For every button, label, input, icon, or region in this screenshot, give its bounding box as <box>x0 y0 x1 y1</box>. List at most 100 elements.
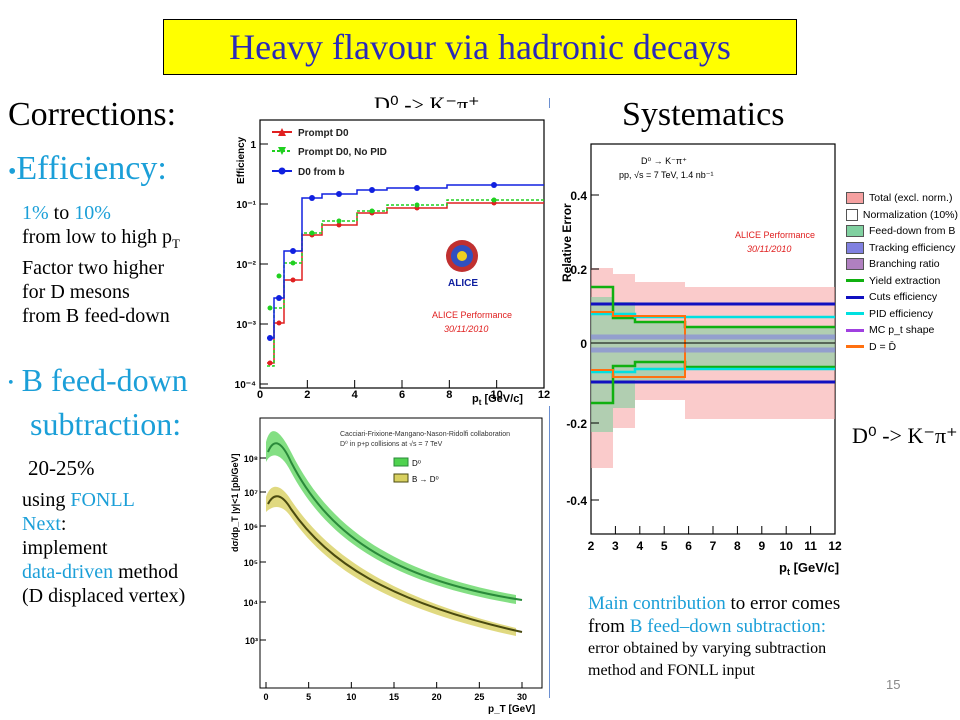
fonll-ytick-label: 10⁵ <box>244 558 258 568</box>
systematics-plot: Relative Error D⁰ → K⁻π⁺ pp, √s = 7 TeV,… <box>555 132 845 580</box>
syst-legend-item: D = D̄ <box>846 339 958 356</box>
eff-ytick-label: 10⁻¹ <box>236 200 256 211</box>
fonll-xtick-label: 30 <box>517 692 527 702</box>
eff-yticks: 1 10⁻¹ 10⁻² 10⁻³ 10⁻⁴ <box>235 140 268 391</box>
next-line: Next: <box>22 512 185 536</box>
syst-xtick-label: 6 <box>685 539 692 553</box>
btod-curve <box>267 495 523 633</box>
fonll-xtick-label: 15 <box>389 692 399 702</box>
syst-ytick-label: 0.4 <box>570 189 587 203</box>
eff-line5: from B feed-down <box>22 305 170 327</box>
syst-xtick-label: 3 <box>612 539 619 553</box>
d0-curve <box>267 442 523 601</box>
fonll-xtick-label: 0 <box>263 692 268 702</box>
fonll-xtick-label: 25 <box>474 692 484 702</box>
eff-xtick-label: 4 <box>352 389 359 401</box>
alice-logo-text: ALICE <box>448 278 478 289</box>
syst-legend-label: Branching ratio <box>869 258 940 271</box>
fonll-xticks: 0 5 10 15 20 25 30 <box>263 682 527 702</box>
legend-swatch-icon <box>846 295 864 299</box>
syst-ylabel: Relative Error <box>560 203 574 282</box>
syst-legend-label: Cuts efficiency <box>869 291 938 304</box>
syst-legend-item: MC p_t shape <box>846 322 958 339</box>
fonll-ytick-label: 10⁶ <box>244 522 258 532</box>
next-text: Next <box>22 513 61 535</box>
fonll-ytick-label: 10⁴ <box>244 598 258 608</box>
eff-ytick-label: 10⁻² <box>236 260 256 271</box>
eff-ytick-label: 10⁻⁴ <box>235 380 256 391</box>
syst-feeddown-band <box>591 297 835 432</box>
syst-xtick-label: 9 <box>758 539 765 553</box>
legend-swatch-icon <box>846 225 864 238</box>
using-text: using <box>22 489 71 511</box>
syst-legend-label: Feed-down from B <box>869 225 956 238</box>
from-line: from B feed–down subtraction: <box>588 615 840 638</box>
eff-xtick-label: 2 <box>304 389 310 401</box>
efficiency-plot: Efficiency 1 10⁻¹ 10⁻² 10⁻³ 10⁻⁴ 0 2 4 6 8 10 12 p… <box>222 108 552 406</box>
legend-swatch-icon <box>846 192 864 205</box>
syst-xtick-label: 2 <box>588 539 595 553</box>
legend-swatch-icon <box>846 312 864 316</box>
fonll-xtick-label: 5 <box>306 692 311 702</box>
fonll-header-2: D⁰ in p+p collisions at √s = 7 TeV <box>340 440 443 448</box>
syst-yticks: 0.4 0.2 0 -0.2 -0.4 <box>566 189 599 508</box>
eff-line2: from low to high pT <box>22 225 180 256</box>
systematics-heading: Systematics <box>622 96 785 133</box>
bfd-label-2: subtraction: <box>30 405 182 442</box>
eff-xtick-label: 8 <box>446 389 452 401</box>
eff-xtick-label: 10 <box>491 389 503 401</box>
eff-legend: Prompt D0 Prompt D0, No PID D0 from b <box>272 128 387 178</box>
eff-xtick-label: 0 <box>257 389 263 401</box>
syst-legend-item: Total (excl. norm.) <box>846 190 958 207</box>
using-fonll: using FONLL <box>22 488 185 512</box>
eff-ytick-label: 1 <box>250 140 256 151</box>
displaced-line: (D displaced vertex) <box>22 585 186 607</box>
systematics-notes: Main contribution to error comes from B … <box>588 592 840 682</box>
bfd-details: using FONLL Next: implement data-driven … <box>22 488 185 608</box>
syst-ytick-label: -0.4 <box>566 494 587 508</box>
eff-xtick-label: 6 <box>399 389 405 401</box>
main-contrib-text: Main contribution <box>588 593 726 614</box>
syst-ytick-label: -0.2 <box>566 417 587 431</box>
syst-xtick-label: 8 <box>734 539 741 553</box>
eff-line3: Factor two higher <box>22 257 165 279</box>
eff-ylabel: Efficiency <box>236 136 247 184</box>
syst-legend-label: MC p_t shape <box>869 324 935 337</box>
syst-legend-item: Normalization (10%) <box>846 207 958 224</box>
eff-legend-0: Prompt D0 <box>298 128 349 139</box>
eff-range-low: 1% <box>22 202 49 224</box>
fonll-yticks: 10⁸ 10⁷ 10⁶ 10⁵ 10⁴ 10³ <box>244 454 266 646</box>
slide-title: Heavy flavour via hadronic decays <box>163 19 797 75</box>
implement-line: implement <box>22 537 108 559</box>
legend-swatch-icon <box>846 208 858 221</box>
fonll-header-1: Cacciari-Frixione-Mangano-Nason-Ridolfi … <box>340 431 510 438</box>
syst-legend-item: Branching ratio <box>846 256 958 273</box>
fonll-text: FONLL <box>70 489 135 511</box>
syst-legend-label: Tracking efficiency <box>869 241 956 254</box>
syst-xtick-label: 11 <box>804 539 817 553</box>
syst-legend-item: Yield extraction <box>846 273 958 290</box>
syst-legend-label: Normalization (10%) <box>862 208 958 221</box>
eff-ytick-label: 10⁻³ <box>236 320 256 331</box>
bullet-dot-icon: • <box>8 374 14 392</box>
eff-points-nopid <box>267 197 497 311</box>
eff-points-fromb <box>267 182 497 341</box>
syst-xtick-label: 4 <box>636 539 643 553</box>
fonll-xlabel: p_T [GeV] <box>488 704 535 715</box>
fonll-xtick-label: 20 <box>432 692 442 702</box>
fonll-plot: Cacciari-Frixione-Mangano-Nason-Ridolfi … <box>226 412 548 716</box>
legend-swatch-icon <box>846 345 864 349</box>
legend-swatch-icon <box>846 241 864 254</box>
syst-perf-2: 30/11/2010 <box>747 244 791 254</box>
fonll-ytick-label: 10⁷ <box>244 488 258 498</box>
eff-perf-1: ALICE Performance <box>432 310 512 320</box>
efficiency-details: 1% to 10% from low to high pT Factor two… <box>22 201 180 328</box>
syst-xticks: 2 3 4 5 6 7 8 9 10 11 12 <box>588 526 842 553</box>
legend-swatch-icon <box>846 279 864 283</box>
syst-perf-1: ALICE Performance <box>735 230 815 240</box>
syst-xtick-label: 7 <box>710 539 717 553</box>
note-line-2: method and FONLL input <box>588 662 755 679</box>
eff-range: 1% to 10% <box>22 201 180 225</box>
fonll-legend-1: B → D⁰ <box>412 475 439 484</box>
decay-label-right: D⁰ -> K⁻π⁺ <box>852 423 958 448</box>
